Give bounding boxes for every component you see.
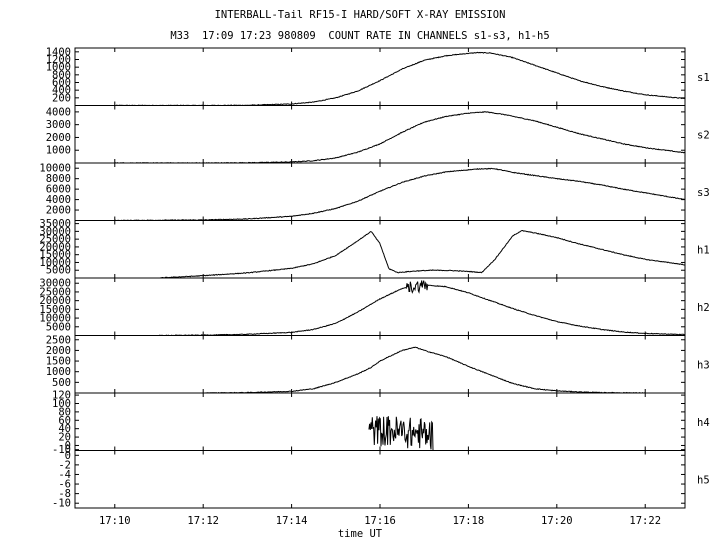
y-tick-label-h5-0: -10 (52, 498, 71, 510)
y-tick-label-h4-6: 100 (52, 398, 71, 410)
y-tick-label-h1-3: 20000 (39, 241, 71, 253)
series-line-h2 (159, 280, 686, 337)
x-tick-label-0: 17:10 (99, 515, 131, 527)
channel-label-h3: h3 (697, 359, 710, 371)
y-tick-label-h3-0: 500 (52, 377, 71, 389)
y-tick-label-h3-2: 1500 (46, 356, 71, 368)
y-tick-label-s2-0: 1000 (46, 145, 71, 157)
chart-subtitle: M33 17:09 17:23 980809 COUNT RATE IN CHA… (170, 30, 550, 42)
x-axis-label: time UT (338, 528, 383, 540)
panel-frame-h5 (74, 450, 686, 509)
series-line-h1 (159, 229, 686, 279)
y-tick-label-h4-5: 80 (58, 406, 71, 418)
channel-label-h4: h4 (697, 417, 710, 429)
channel-label-h5: h5 (697, 474, 710, 486)
series-line-h4 (368, 416, 434, 451)
y-tick-label-h2-3: 20000 (39, 295, 71, 307)
series-line-s3 (114, 167, 686, 222)
panel-frame-s1 (74, 47, 686, 106)
y-tick-label-s1-2: 600 (52, 77, 71, 89)
series-line-h3 (203, 346, 646, 394)
x-tick-label-3: 17:16 (364, 515, 396, 527)
panel-frame-s2 (74, 105, 686, 164)
channel-label-h2: h2 (697, 302, 710, 314)
y-tick-label-h1-0: 5000 (46, 265, 71, 277)
panel-frame-h1 (74, 220, 686, 279)
x-tick-label-5: 17:20 (541, 515, 573, 527)
y-tick-label-s2-3: 4000 (46, 106, 71, 118)
y-tick-label-h2-4: 25000 (39, 286, 71, 298)
y-tick-label-h4-3: 40 (58, 423, 71, 435)
x-tick-label-4: 17:18 (453, 515, 485, 527)
y-tick-label-s3-3: 8000 (46, 173, 71, 185)
y-tick-label-s3-2: 6000 (46, 184, 71, 196)
x-tick-label-1: 17:12 (187, 515, 219, 527)
panel-h5: -10-8-6-4-20 h5 (52, 450, 710, 510)
y-tick-label-s3-1: 4000 (46, 194, 71, 206)
y-tick-label-s3-0: 2000 (46, 205, 71, 217)
panel-frame-h3 (74, 335, 686, 394)
y-tick-label-h5-4: -2 (58, 459, 71, 471)
y-tick-label-s3-4: 10000 (39, 163, 71, 175)
y-tick-label-s1-0: 200 (52, 92, 71, 104)
y-tick-label-h4-2: 20 (58, 432, 71, 444)
x-tick-label-2: 17:14 (276, 515, 308, 527)
y-tick-label-s2-1: 2000 (46, 132, 71, 144)
y-tick-label-h1-5: 30000 (39, 226, 71, 238)
x-axis: 17:10 17:12 17:14 17:16 17:18 17:20 17:22 time … (99, 515, 661, 540)
y-tick-label-s1-5: 1200 (46, 54, 71, 66)
channel-label-s3: s3 (697, 187, 710, 199)
y-tick-label-h2-0: 5000 (46, 321, 71, 333)
y-tick-label-h4-4: 60 (58, 415, 71, 427)
x-tick-label-6: 17:22 (629, 515, 661, 527)
y-tick-label-h3-3: 2000 (46, 345, 71, 357)
y-tick-label-s2-2: 3000 (46, 119, 71, 131)
y-tick-label-h5-3: -4 (58, 469, 71, 481)
y-tick-label-h2-2: 15000 (39, 304, 71, 316)
y-tick-label-h4-0: -10 (52, 444, 71, 456)
y-tick-label-h4-7: 120 (52, 390, 71, 402)
y-tick-label-h2-1: 10000 (39, 313, 71, 325)
channel-label-s1: s1 (697, 72, 710, 84)
y-tick-label-h5-1: -8 (58, 488, 71, 500)
y-tick-label-h1-2: 15000 (39, 249, 71, 261)
y-tick-label-h2-5: 30000 (39, 278, 71, 290)
panel-frame-h2 (74, 277, 686, 336)
y-tick-label-h1-4: 25000 (39, 234, 71, 246)
series-line-s1 (114, 51, 686, 107)
y-tick-label-h4-1: 0 (65, 440, 71, 452)
panels-layer: 200400600800100012001400s110002000300040… (39, 46, 709, 509)
y-tick-label-h5-2: -6 (58, 479, 71, 491)
y-tick-label-s1-6: 1400 (46, 46, 71, 58)
y-tick-label-h3-1: 1000 (46, 366, 71, 378)
channel-label-h1: h1 (697, 244, 710, 256)
y-tick-label-h1-1: 10000 (39, 257, 71, 269)
y-tick-label-h5-5: 0 (65, 450, 71, 462)
y-tick-label-h3-4: 2500 (46, 334, 71, 346)
y-tick-label-s1-3: 800 (52, 69, 71, 81)
y-tick-label-s1-4: 1000 (46, 62, 71, 74)
y-tick-label-h1-6: 35000 (39, 218, 71, 230)
y-tick-label-s1-1: 400 (52, 85, 71, 97)
channel-label-s2: s2 (697, 129, 710, 141)
chart-title: INTERBALL-Tail RF15-I HARD/SOFT X-RAY EM… (214, 9, 506, 21)
series-line-s2 (114, 111, 686, 164)
